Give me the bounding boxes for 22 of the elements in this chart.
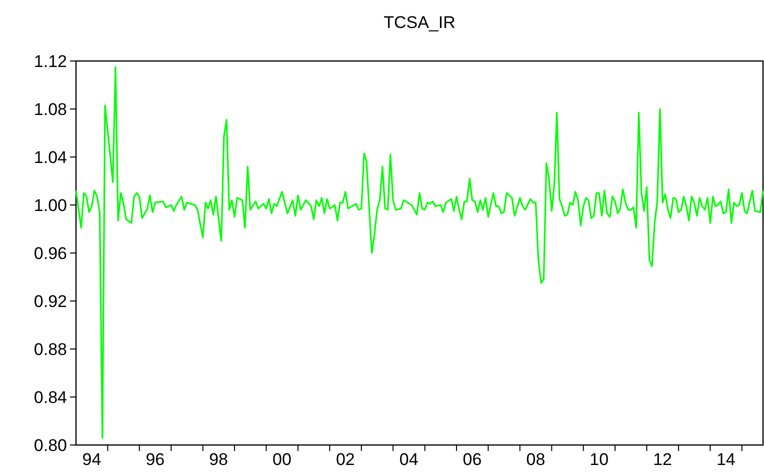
x-tick-label: 12 — [653, 450, 672, 469]
x-tick-label: 96 — [146, 450, 165, 469]
y-tick-label: 1.08 — [34, 100, 67, 119]
y-tick-label: 1.00 — [34, 196, 67, 215]
x-tick-label: 06 — [462, 450, 482, 469]
x-tick-label: 98 — [209, 450, 228, 469]
x-tick-label: 14 — [716, 450, 736, 469]
y-tick-label: 0.88 — [34, 340, 67, 359]
chart-title: TCSA_IR — [384, 13, 456, 32]
x-tick-label: 04 — [399, 450, 418, 469]
y-tick-label: 0.96 — [34, 244, 67, 263]
y-tick-label: 0.84 — [34, 388, 67, 407]
x-tick-label: 10 — [590, 450, 609, 469]
y-tick-label: 0.92 — [34, 292, 67, 311]
line-series — [75, 66, 764, 439]
y-tick-label: 1.12 — [34, 52, 67, 71]
y-tick-label: 0.80 — [34, 436, 67, 455]
x-tick-label: 08 — [526, 450, 546, 469]
y-tick-label: 1.04 — [34, 148, 67, 167]
x-tick-label: 00 — [272, 450, 292, 469]
x-tick-label: 02 — [336, 450, 355, 469]
x-tick-label: 94 — [82, 450, 102, 469]
